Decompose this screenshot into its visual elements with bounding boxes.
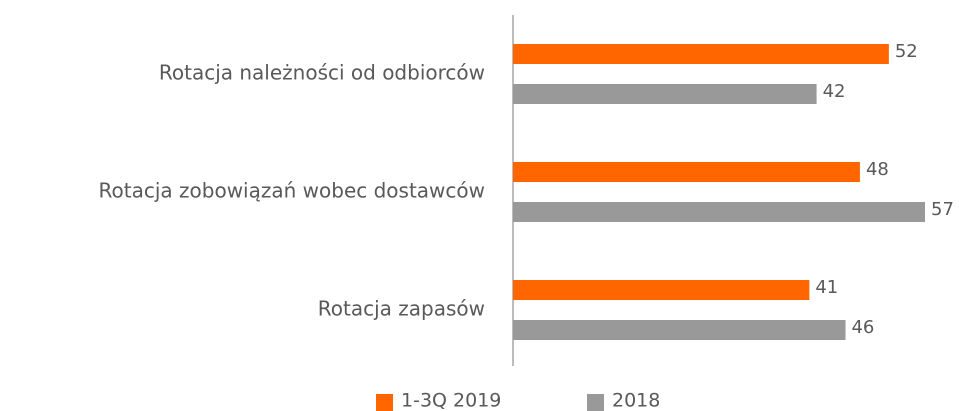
legend-swatch — [587, 394, 604, 411]
bar — [513, 44, 889, 64]
value-label: 42 — [823, 81, 846, 102]
legend-swatch — [376, 394, 393, 411]
value-label: 57 — [931, 199, 954, 220]
bar — [513, 280, 810, 300]
value-label: 46 — [851, 317, 874, 338]
value-label: 52 — [895, 41, 918, 62]
bar — [513, 202, 925, 222]
value-label: 48 — [866, 159, 889, 180]
bar — [513, 320, 846, 340]
value-label: 41 — [815, 277, 838, 298]
category-label: Rotacja zapasów — [318, 297, 485, 321]
legend-label: 1-3Q 2019 — [401, 390, 501, 411]
category-label: Rotacja zobowiązań wobec dostawców — [99, 179, 485, 203]
bar — [513, 84, 817, 104]
category-label: Rotacja należności od odbiorców — [159, 61, 485, 85]
bar — [513, 162, 860, 182]
legend-label: 2018 — [612, 390, 660, 411]
